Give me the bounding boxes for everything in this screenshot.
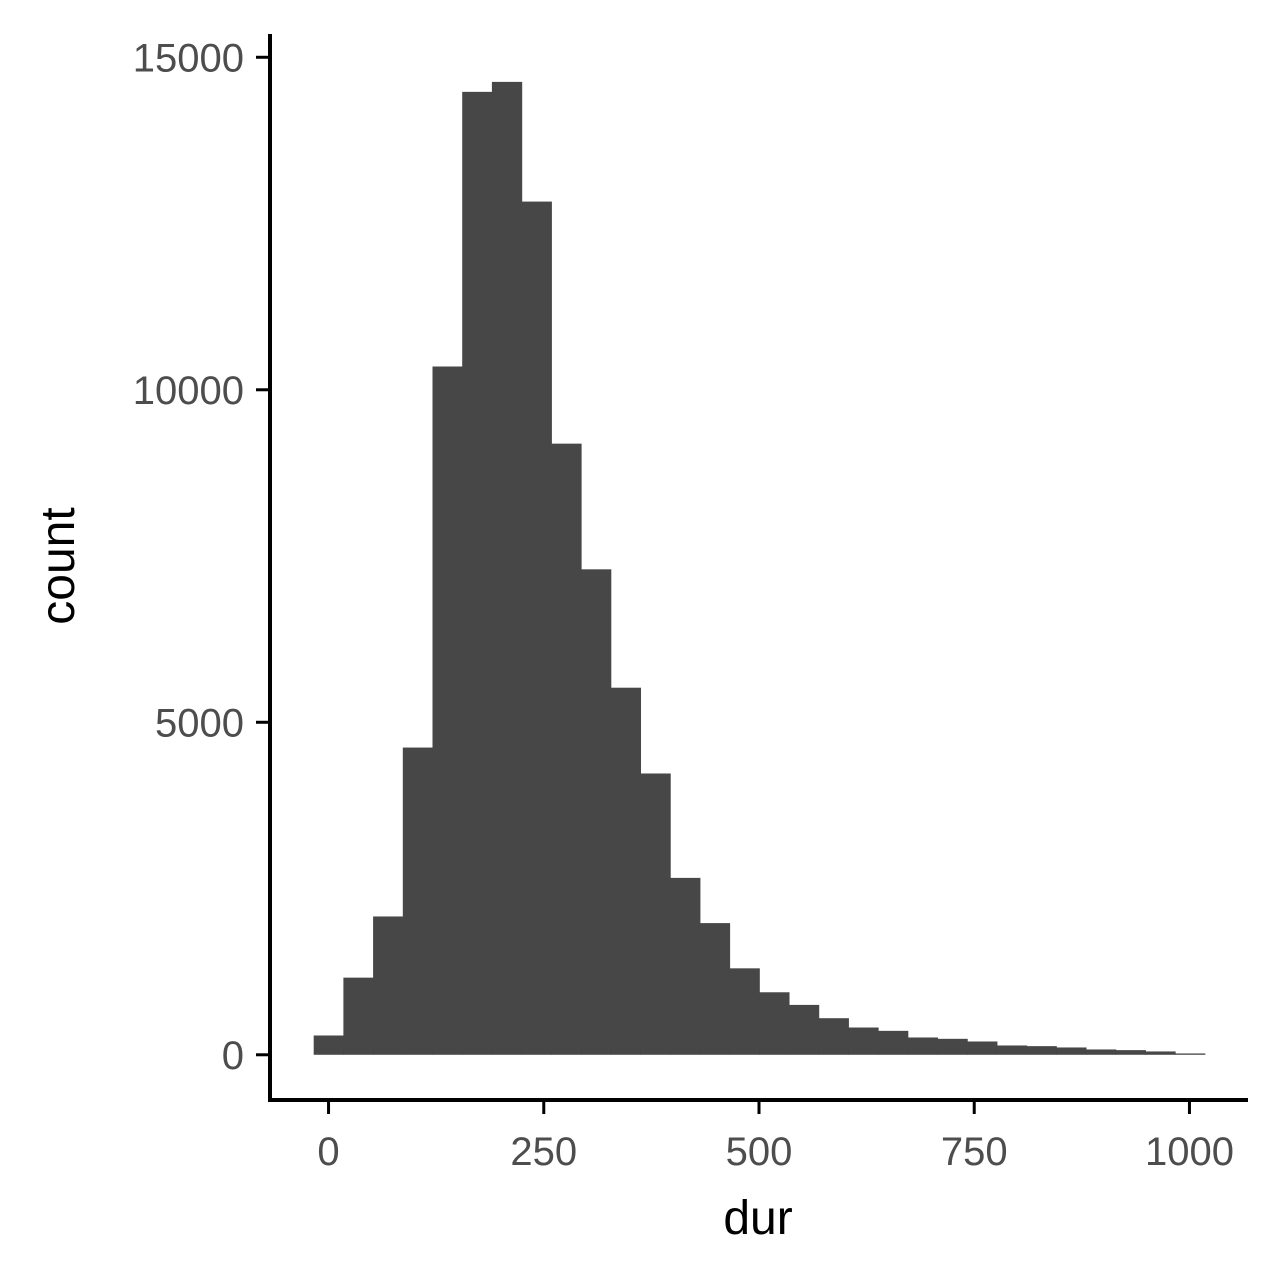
histogram-bar-10 <box>610 687 642 1055</box>
histogram-bar-19 <box>878 1030 909 1055</box>
histogram-bar-5 <box>462 91 493 1055</box>
histogram-bar-11 <box>640 773 671 1055</box>
histogram-bar-9 <box>581 569 612 1055</box>
histogram-bar-8 <box>551 443 582 1055</box>
histogram-bar-24 <box>1026 1046 1057 1055</box>
histogram-bar-20 <box>907 1037 939 1055</box>
histogram-bar-7 <box>521 201 552 1055</box>
y-axis-title: count <box>32 507 85 624</box>
bars-group <box>313 81 1206 1055</box>
histogram-bar-18 <box>848 1027 879 1055</box>
histogram-bar-27 <box>1115 1050 1146 1055</box>
x-tick-label: 750 <box>941 1130 1008 1174</box>
histogram-bar-12 <box>670 877 701 1055</box>
y-tick-label: 15000 <box>133 36 244 80</box>
histogram-bar-25 <box>1056 1047 1087 1055</box>
histogram-bar-4 <box>432 366 463 1055</box>
histogram-bar-29 <box>1175 1053 1206 1055</box>
histogram-bar-28 <box>1145 1051 1176 1055</box>
x-tick-label: 250 <box>510 1130 577 1174</box>
y-tick-label: 0 <box>222 1034 244 1078</box>
histogram-bar-14 <box>729 968 760 1055</box>
histogram-bar-13 <box>699 923 731 1055</box>
histogram-bar-23 <box>996 1045 1028 1055</box>
x-tick-label: 500 <box>726 1130 793 1174</box>
histogram-bar-17 <box>818 1018 849 1055</box>
x-tick-label: 1000 <box>1145 1130 1234 1174</box>
x-axis-title: dur <box>723 1192 792 1245</box>
histogram-bar-15 <box>759 992 790 1055</box>
histogram-bar-26 <box>1085 1049 1117 1055</box>
histogram-bar-1 <box>343 977 374 1055</box>
histogram-bar-6 <box>491 81 523 1055</box>
histogram-bar-2 <box>373 916 404 1055</box>
histogram-bar-0 <box>313 1035 344 1055</box>
x-tick-label: 0 <box>317 1130 339 1174</box>
y-tick-label: 5000 <box>155 701 244 745</box>
histogram-bar-21 <box>937 1038 968 1055</box>
y-ticks-group: 0 5000 10000 15000 <box>133 36 270 1078</box>
histogram-bar-16 <box>788 1004 820 1055</box>
histogram-bar-22 <box>967 1041 998 1055</box>
x-ticks-group: 0 250 500 750 1000 <box>317 1100 1234 1174</box>
y-tick-label: 10000 <box>133 369 244 413</box>
histogram-bar-3 <box>402 747 434 1055</box>
